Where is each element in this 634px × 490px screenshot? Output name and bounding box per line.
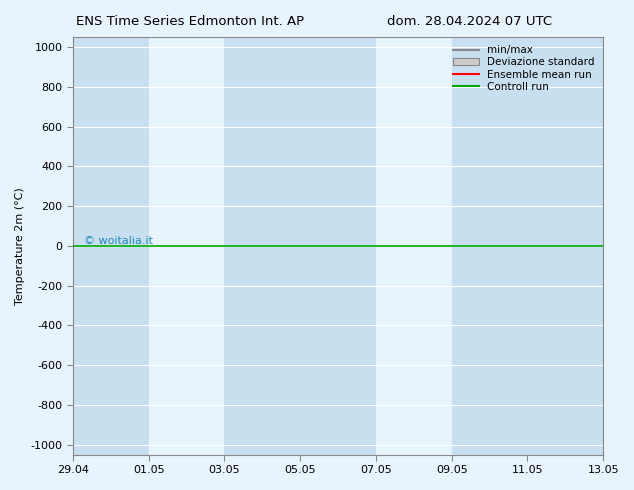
Text: © woitalia.it: © woitalia.it (84, 236, 153, 246)
Bar (451, 37, 603, 455)
Y-axis label: Temperature 2m (°C): Temperature 2m (°C) (15, 187, 25, 305)
Legend: min/max, Deviazione standard, Ensemble mean run, Controll run: min/max, Deviazione standard, Ensemble m… (450, 42, 598, 95)
Bar (73, 37, 149, 455)
Bar (224, 37, 376, 455)
Text: dom. 28.04.2024 07 UTC: dom. 28.04.2024 07 UTC (387, 15, 552, 28)
Text: ENS Time Series Edmonton Int. AP: ENS Time Series Edmonton Int. AP (76, 15, 304, 28)
